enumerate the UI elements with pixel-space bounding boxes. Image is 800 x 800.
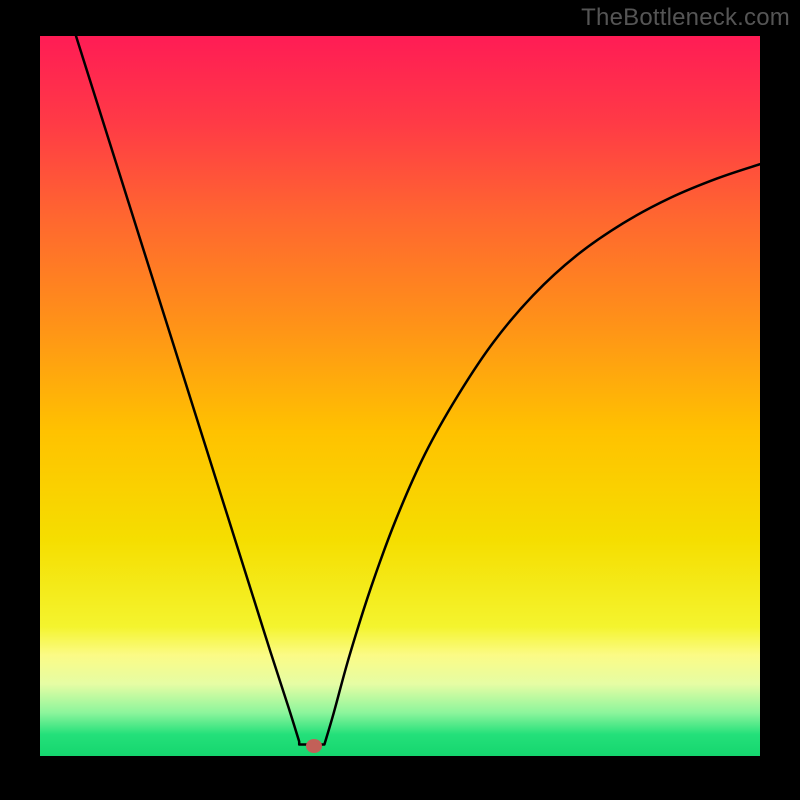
chart-container: TheBottleneck.com — [0, 0, 800, 800]
optimum-marker — [306, 739, 322, 753]
plot-background — [40, 36, 760, 756]
watermark-text: TheBottleneck.com — [581, 4, 790, 32]
